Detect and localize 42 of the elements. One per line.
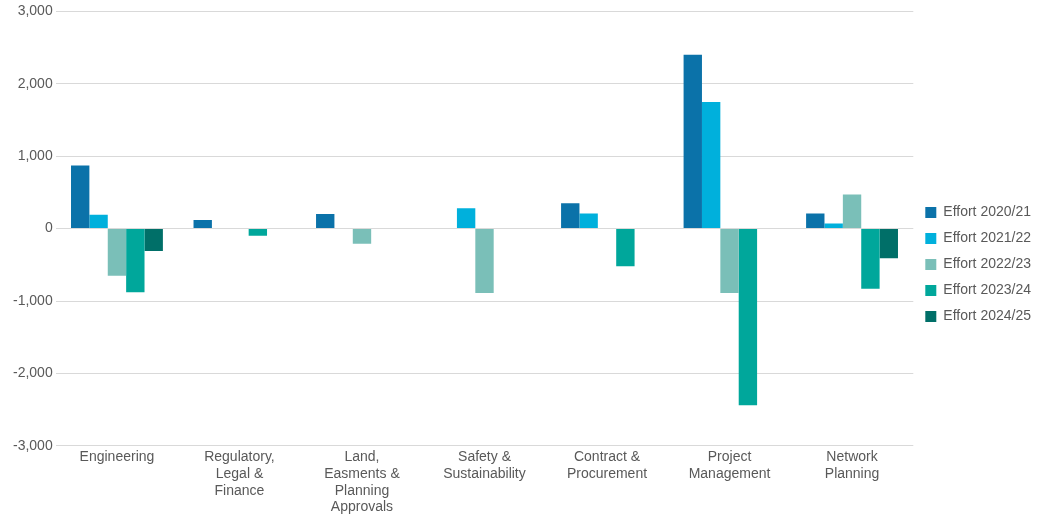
x-tick-label: Network Planning bbox=[824, 448, 880, 481]
bar bbox=[126, 229, 145, 293]
x-tick-label: Land, Easments & Planning Approvals bbox=[324, 448, 401, 515]
x-tick-label: Regulatory, Legal & Finance bbox=[204, 448, 275, 498]
x-tick-label: Contract & Procurement bbox=[566, 448, 648, 481]
y-tick-label: -2,000 bbox=[12, 364, 53, 381]
legend-label: Effort 2024/25 bbox=[943, 307, 1032, 324]
bar bbox=[71, 165, 90, 229]
bar bbox=[316, 214, 335, 229]
bar bbox=[701, 101, 721, 229]
bar bbox=[806, 213, 825, 229]
x-tick-label: Project Management bbox=[688, 448, 771, 481]
bar bbox=[861, 229, 880, 289]
legend-label: Effort 2021/22 bbox=[943, 229, 1032, 246]
bar bbox=[475, 229, 494, 294]
y-tick-label: 2,000 bbox=[17, 74, 53, 91]
bar bbox=[824, 223, 843, 229]
legend-label: Effort 2023/24 bbox=[943, 281, 1032, 298]
bar bbox=[738, 229, 758, 406]
bar bbox=[456, 208, 476, 229]
bar bbox=[561, 203, 580, 229]
y-tick-label: -3,000 bbox=[12, 436, 53, 453]
y-tick-label: -1,000 bbox=[12, 291, 53, 308]
bar bbox=[352, 229, 372, 244]
bar bbox=[842, 194, 862, 229]
x-tick-label: Safety & Sustainability bbox=[443, 448, 526, 481]
y-tick-label: 3,000 bbox=[17, 2, 53, 19]
x-tick-label: Engineering bbox=[79, 448, 155, 465]
legend-label: Effort 2022/23 bbox=[943, 255, 1032, 272]
bar bbox=[89, 214, 108, 229]
bar bbox=[683, 54, 702, 229]
bar bbox=[720, 229, 739, 294]
bar bbox=[579, 213, 598, 229]
bar bbox=[616, 229, 635, 267]
bar bbox=[193, 219, 212, 229]
bar bbox=[107, 229, 127, 276]
bar bbox=[248, 229, 268, 236]
legend-label: Effort 2020/21 bbox=[943, 203, 1032, 220]
y-tick-label: 1,000 bbox=[17, 147, 53, 164]
bar bbox=[144, 229, 163, 252]
y-tick-label: 0 bbox=[44, 219, 53, 236]
bar bbox=[879, 229, 898, 259]
